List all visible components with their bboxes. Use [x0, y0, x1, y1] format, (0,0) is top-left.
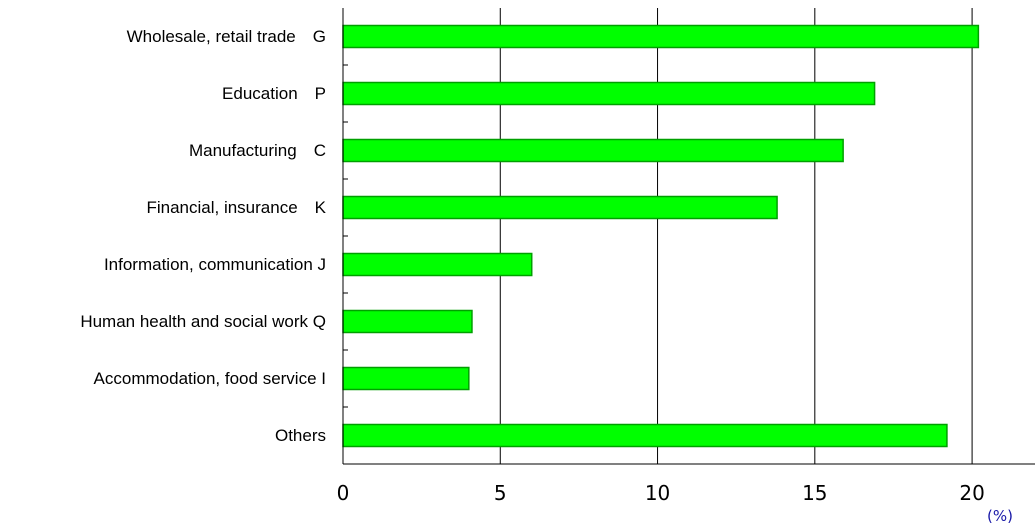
x-tick-label: 20	[959, 481, 984, 505]
category-label: Human health and social work Q	[80, 312, 326, 331]
bar	[342, 81, 876, 106]
category-labels: Wholesale, retail trade G Education P Manu…	[80, 27, 326, 445]
bar	[342, 24, 980, 49]
axes	[342, 8, 1035, 465]
bar	[342, 423, 948, 448]
bar	[342, 138, 844, 163]
category-label: Wholesale, retail trade G	[127, 27, 326, 46]
category-label: Financial, insurance K	[146, 198, 326, 217]
x-tick-labels: 0 5 10 15 20	[337, 481, 985, 505]
category-label: Accommodation, food service I	[94, 369, 326, 388]
bar	[342, 309, 473, 334]
x-tick-label: 15	[802, 481, 827, 505]
category-label: Information, communication J	[104, 255, 326, 274]
unit-label: (%)	[987, 507, 1013, 525]
bars	[342, 24, 980, 448]
bar	[342, 195, 778, 220]
category-label: Education P	[222, 84, 326, 103]
bar	[342, 252, 533, 277]
category-label: Others	[275, 426, 326, 445]
x-tick-label: 0	[337, 481, 350, 505]
bar	[342, 366, 470, 391]
x-tick-label: 5	[494, 481, 507, 505]
gridlines	[499, 8, 973, 464]
category-label: Manufacturing C	[189, 141, 326, 160]
x-tick-label: 10	[645, 481, 670, 505]
